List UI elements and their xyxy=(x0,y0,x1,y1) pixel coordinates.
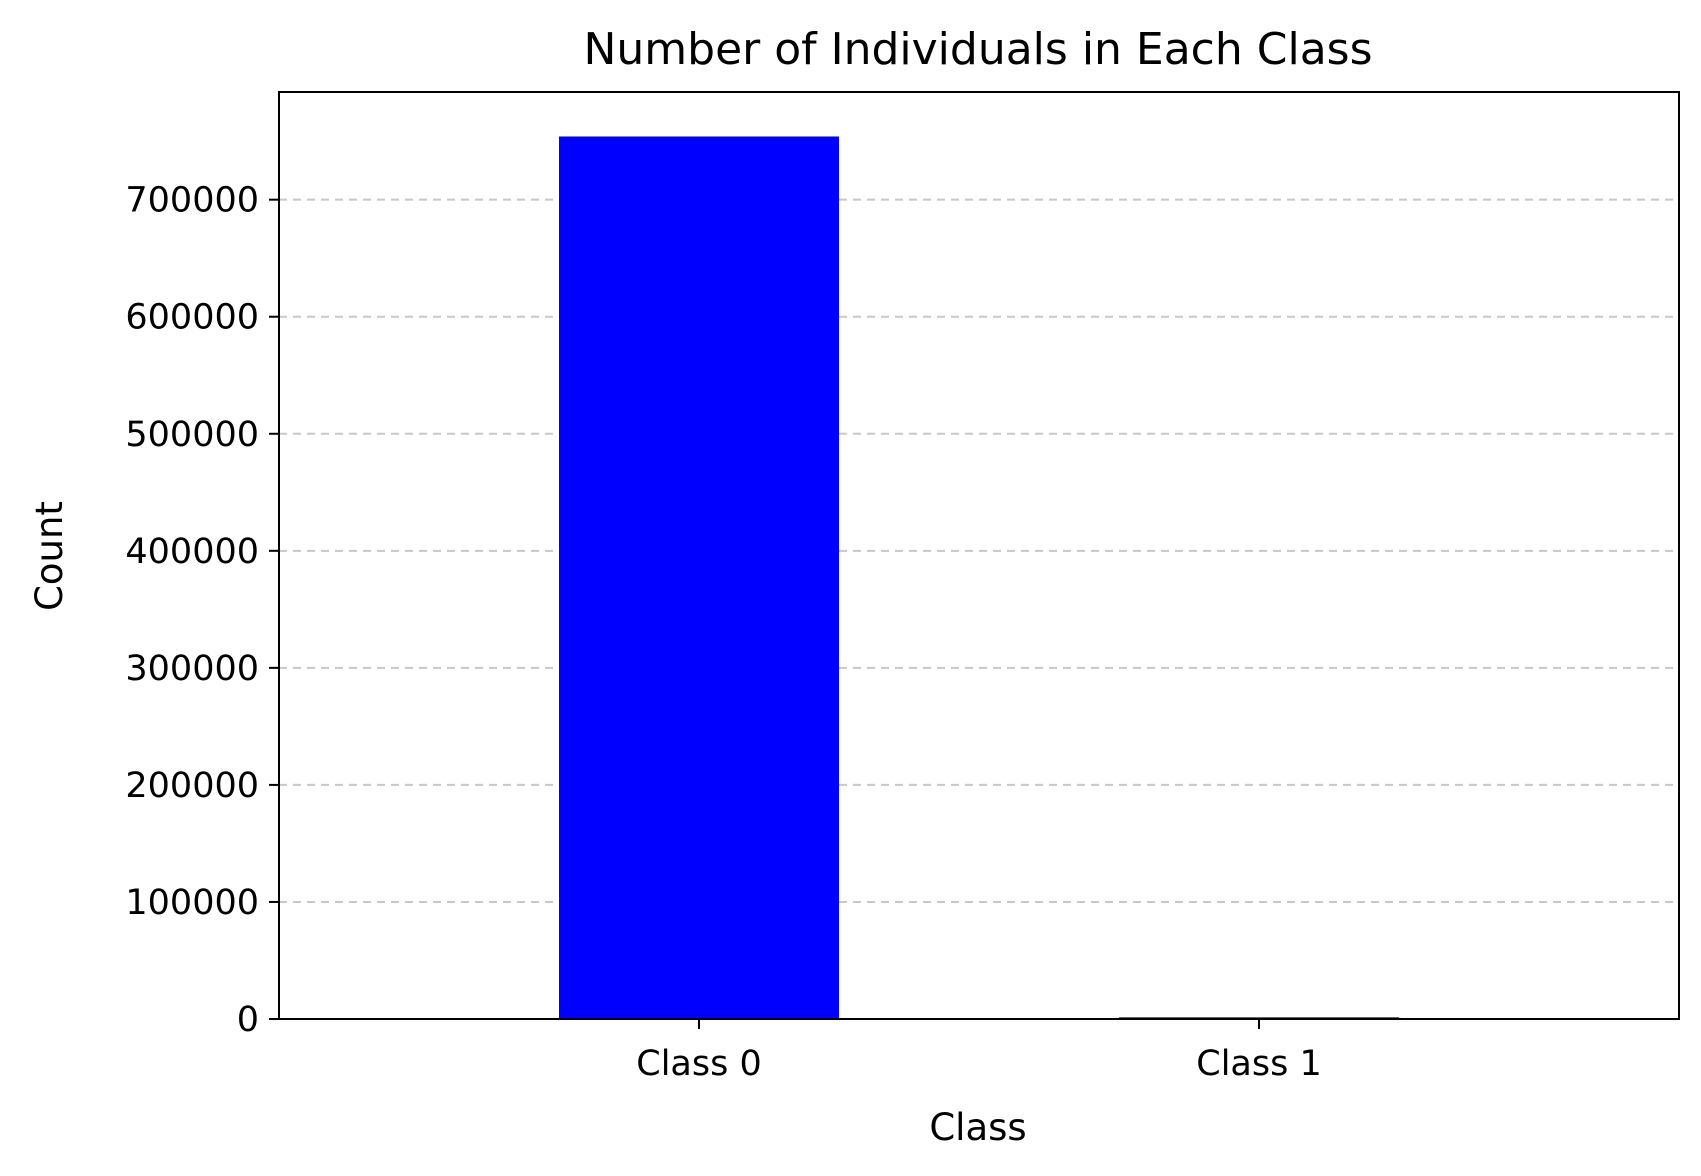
x-tick-label: Class 0 xyxy=(636,1044,761,1084)
y-tick-label: 0 xyxy=(237,1000,259,1040)
x-tick-label: Class 1 xyxy=(1196,1044,1321,1084)
bar-class-0 xyxy=(559,136,839,1019)
y-tick-label: 600000 xyxy=(125,298,259,338)
chart-title: Number of Individuals in Each Class xyxy=(583,24,1372,75)
x-axis-label: Class xyxy=(929,1106,1026,1149)
y-axis-ticks: 0 100000 200000 300000 400000 500000 600000 700… xyxy=(125,181,279,1040)
y-tick-label: 200000 xyxy=(125,766,259,806)
x-axis-ticks: Class 0 Class 1 xyxy=(636,1019,1322,1084)
y-tick-label: 700000 xyxy=(125,181,259,221)
plot-frame xyxy=(278,91,1680,1020)
grid-lines xyxy=(279,198,1679,903)
y-tick-label: 100000 xyxy=(125,883,259,923)
y-tick-label: 500000 xyxy=(125,415,259,455)
bars xyxy=(559,136,1399,1019)
y-tick-label: 400000 xyxy=(125,532,259,572)
y-axis-label: Count xyxy=(28,501,71,611)
y-tick-label: 300000 xyxy=(125,649,259,689)
